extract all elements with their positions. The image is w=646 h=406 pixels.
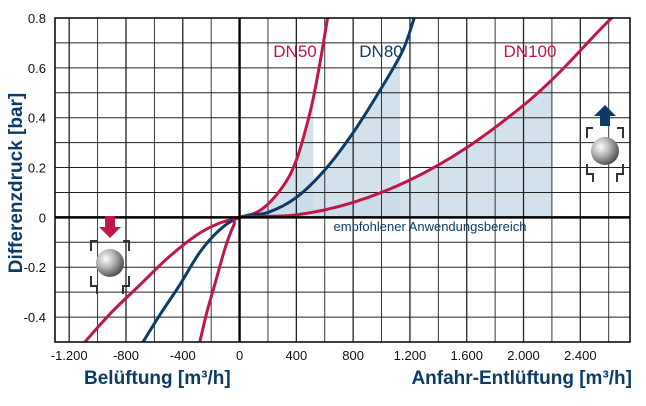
x-tick-label: -1.200 [51,348,88,363]
x-axis-label-left: Belüftung [m³/h] [84,368,231,389]
series-label-dn50: DN50 [273,42,316,61]
x-tick-label: 2.000 [507,348,540,363]
y-tick-label: 0.6 [28,61,46,76]
valve-aeration-icon [90,216,130,294]
recommended-area-dn50 [239,96,314,218]
x-axis-label-right: Anfahr-Entlüftung [m³/h] [411,368,632,389]
y-tick-label: -0.4 [24,310,46,325]
recommended-range-label: empfohlener Anwendungsbereich [334,219,527,234]
curve-dn100 [198,18,614,342]
x-tick-label: 1.600 [450,348,483,363]
recommended-area-dn80 [239,55,400,218]
y-tick-label: 0.8 [28,11,46,26]
x-tick-label: 0 [236,348,243,363]
x-tick-label: -800 [113,348,139,363]
plot-frame [54,17,631,343]
x-tick-label: 800 [342,348,364,363]
x-tick-label: 400 [286,348,308,363]
x-tick-label: 1.200 [394,348,427,363]
y-tick-label: -0.2 [24,260,46,275]
y-axis-label: Differenzdruck [bar] [6,92,27,274]
curve-dn80 [141,18,416,342]
series-label-dn80: DN80 [359,42,402,61]
y-tick-label: 0.4 [28,111,46,126]
valve-ventilation-icon [586,105,624,182]
x-tick-label: -400 [170,348,196,363]
y-tick-label: 0 [39,210,46,225]
y-tick-label: 0.2 [28,161,46,176]
series-label-dn100: DN100 [504,42,557,61]
recommended-area-dn100 [239,79,552,218]
x-tick-label: 2.400 [564,348,597,363]
